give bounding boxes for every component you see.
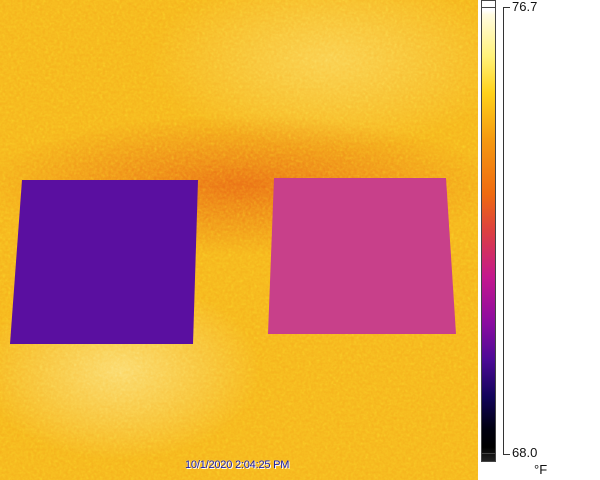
- scale-unit-label: °F: [534, 462, 548, 477]
- timestamp: 10/1/2020 2:04:25 PM: [185, 459, 290, 471]
- scale-max-marker: [481, 7, 496, 8]
- temperature-scale-bar: [481, 0, 496, 462]
- scale-max-label: 76.7: [512, 0, 538, 14]
- cool-object-right: [268, 178, 456, 334]
- scale-min-label: 68.0: [512, 445, 538, 460]
- cold-object-left: [10, 180, 198, 344]
- scale-bracket: [503, 7, 510, 455]
- scale-min-marker: [481, 453, 496, 454]
- thermal-image: 10/1/2020 2:04:25 PM: [0, 0, 478, 480]
